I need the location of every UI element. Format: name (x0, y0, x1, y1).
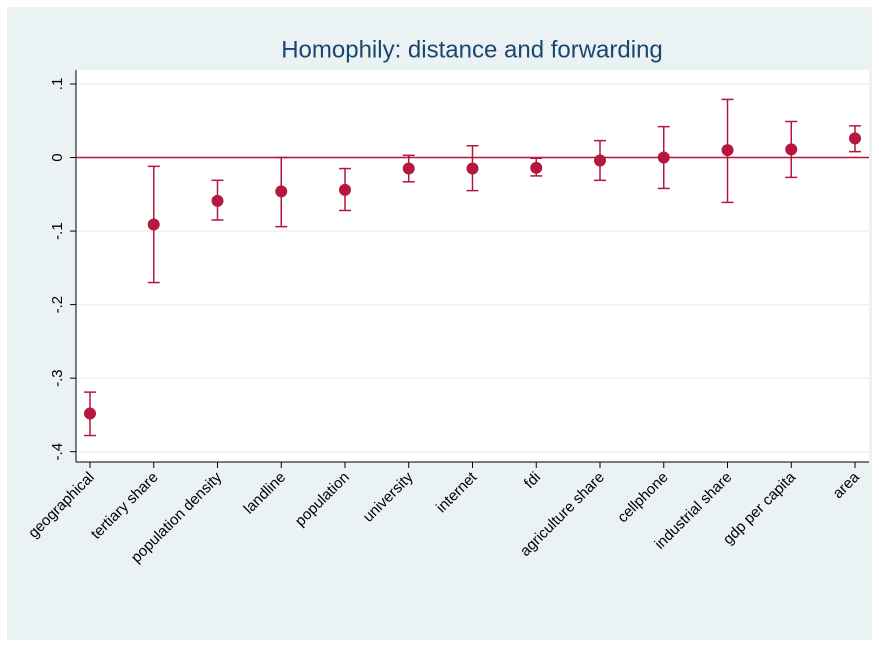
point (785, 143, 798, 156)
point (211, 194, 224, 207)
y-tick-label: -.4 (49, 443, 66, 461)
point (721, 144, 734, 157)
point (849, 132, 861, 145)
point (84, 407, 96, 420)
point (275, 185, 288, 198)
y-tick-label: 0 (49, 153, 66, 161)
y-tick-label: .1 (49, 78, 66, 91)
point (402, 162, 415, 175)
point (657, 151, 670, 164)
point (530, 161, 543, 174)
y-tick-label: -.2 (49, 296, 66, 314)
y-tick-label: -.1 (49, 222, 66, 240)
point (147, 218, 160, 231)
plot-area (76, 70, 869, 462)
chart-title: Homophily: distance and forwarding (281, 36, 663, 63)
point (594, 154, 606, 167)
point (339, 183, 351, 196)
point (466, 162, 479, 175)
y-tick-label: -.3 (49, 369, 66, 387)
